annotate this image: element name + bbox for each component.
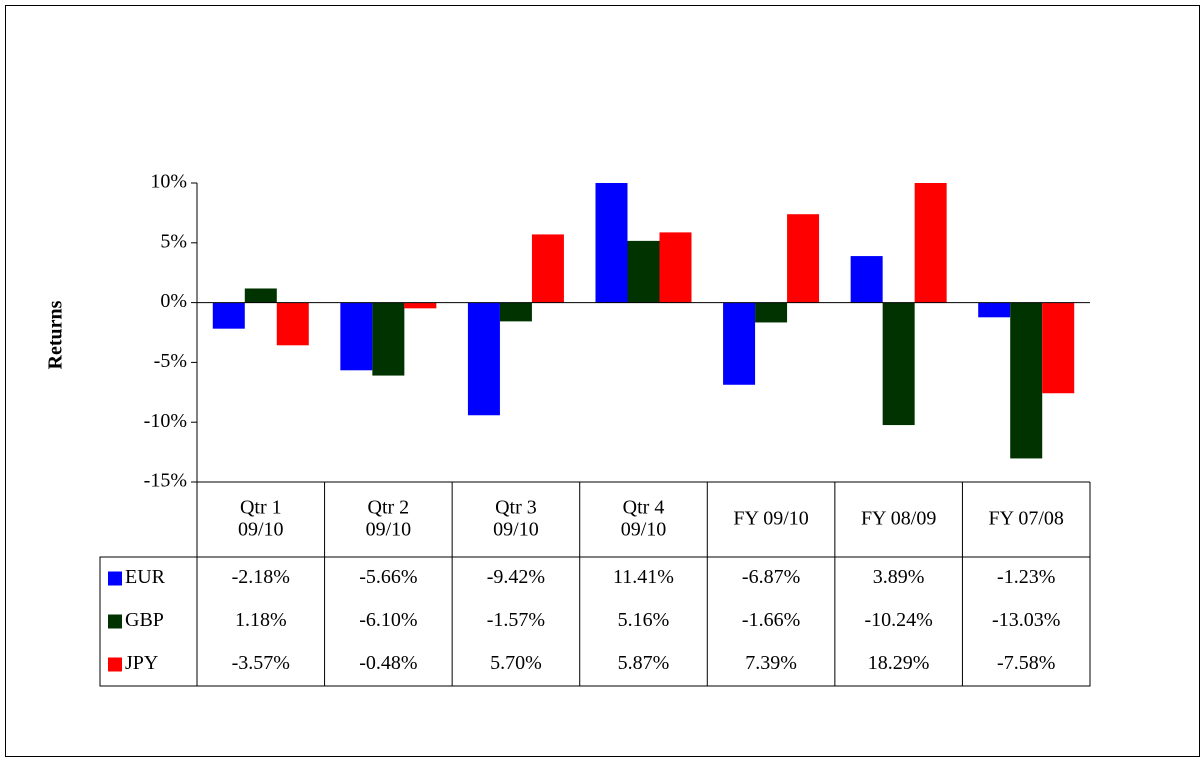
table-value: -10.24% [864,609,932,631]
bar [340,302,373,371]
bar [755,302,788,323]
table-value: 3.89% [873,566,925,588]
bar [467,302,500,416]
y-tick-label: -10% [144,410,187,432]
table-value: -1.66% [742,609,800,631]
bar [978,302,1011,318]
x-tick-label: FY 07/08 [989,507,1064,529]
y-tick-label: 5% [160,230,187,252]
x-tick-label: Qtr 2 09/10 [366,496,412,540]
bar [531,234,564,303]
table-value: 11.41% [613,566,674,588]
legend-swatch [108,571,122,586]
table-value: -5.66% [359,566,417,588]
bar [787,214,820,303]
y-tick-label: -5% [154,350,187,372]
bar [212,302,245,329]
bar [882,302,915,426]
legend-swatch [108,614,122,629]
table-value: -13.03% [992,609,1060,631]
bar [1010,302,1043,459]
table-value: -1.23% [997,566,1055,588]
x-tick-label: Qtr 1 09/10 [238,496,284,540]
bar [914,183,947,303]
bar [627,240,660,303]
bar [244,288,277,303]
legend-label: EUR [125,566,166,588]
table-value: 1.18% [235,609,287,631]
bar [659,232,692,303]
legend-label: JPY [125,652,158,674]
bar [404,302,437,309]
table-value: 5.16% [618,609,670,631]
table-value: -2.18% [232,566,290,588]
bars [212,183,1075,459]
y-tick-label: 10% [150,171,187,193]
bar [372,302,405,376]
bar [850,256,883,303]
legend-swatch [108,657,122,672]
table-value: -1.57% [487,609,545,631]
x-tick-label: FY 08/09 [861,507,936,529]
bar [1042,302,1075,394]
table-value: -7.58% [997,652,1055,674]
x-tick-label: FY 09/10 [733,507,808,529]
table-value: 18.29% [868,652,930,674]
bar [499,302,532,322]
legend-label: GBP [125,609,164,631]
y-tick-label: -15% [144,470,187,492]
table-value: -9.42% [487,566,545,588]
table-value: 5.87% [618,652,670,674]
table-value: -0.48% [359,652,417,674]
table-value: 5.70% [490,652,542,674]
y-axis-label: Returns [45,300,67,369]
y-tick-label: 0% [160,290,187,312]
chart-border [5,5,1200,757]
table-value: -3.57% [232,652,290,674]
bar [595,183,628,303]
x-tick-label: Qtr 4 09/10 [621,496,667,540]
bar [723,302,756,385]
table-value: -6.10% [359,609,417,631]
bar [276,302,309,346]
table-value: 7.39% [745,652,797,674]
table-value: -6.87% [742,566,800,588]
x-tick-label: Qtr 3 09/10 [493,496,539,540]
